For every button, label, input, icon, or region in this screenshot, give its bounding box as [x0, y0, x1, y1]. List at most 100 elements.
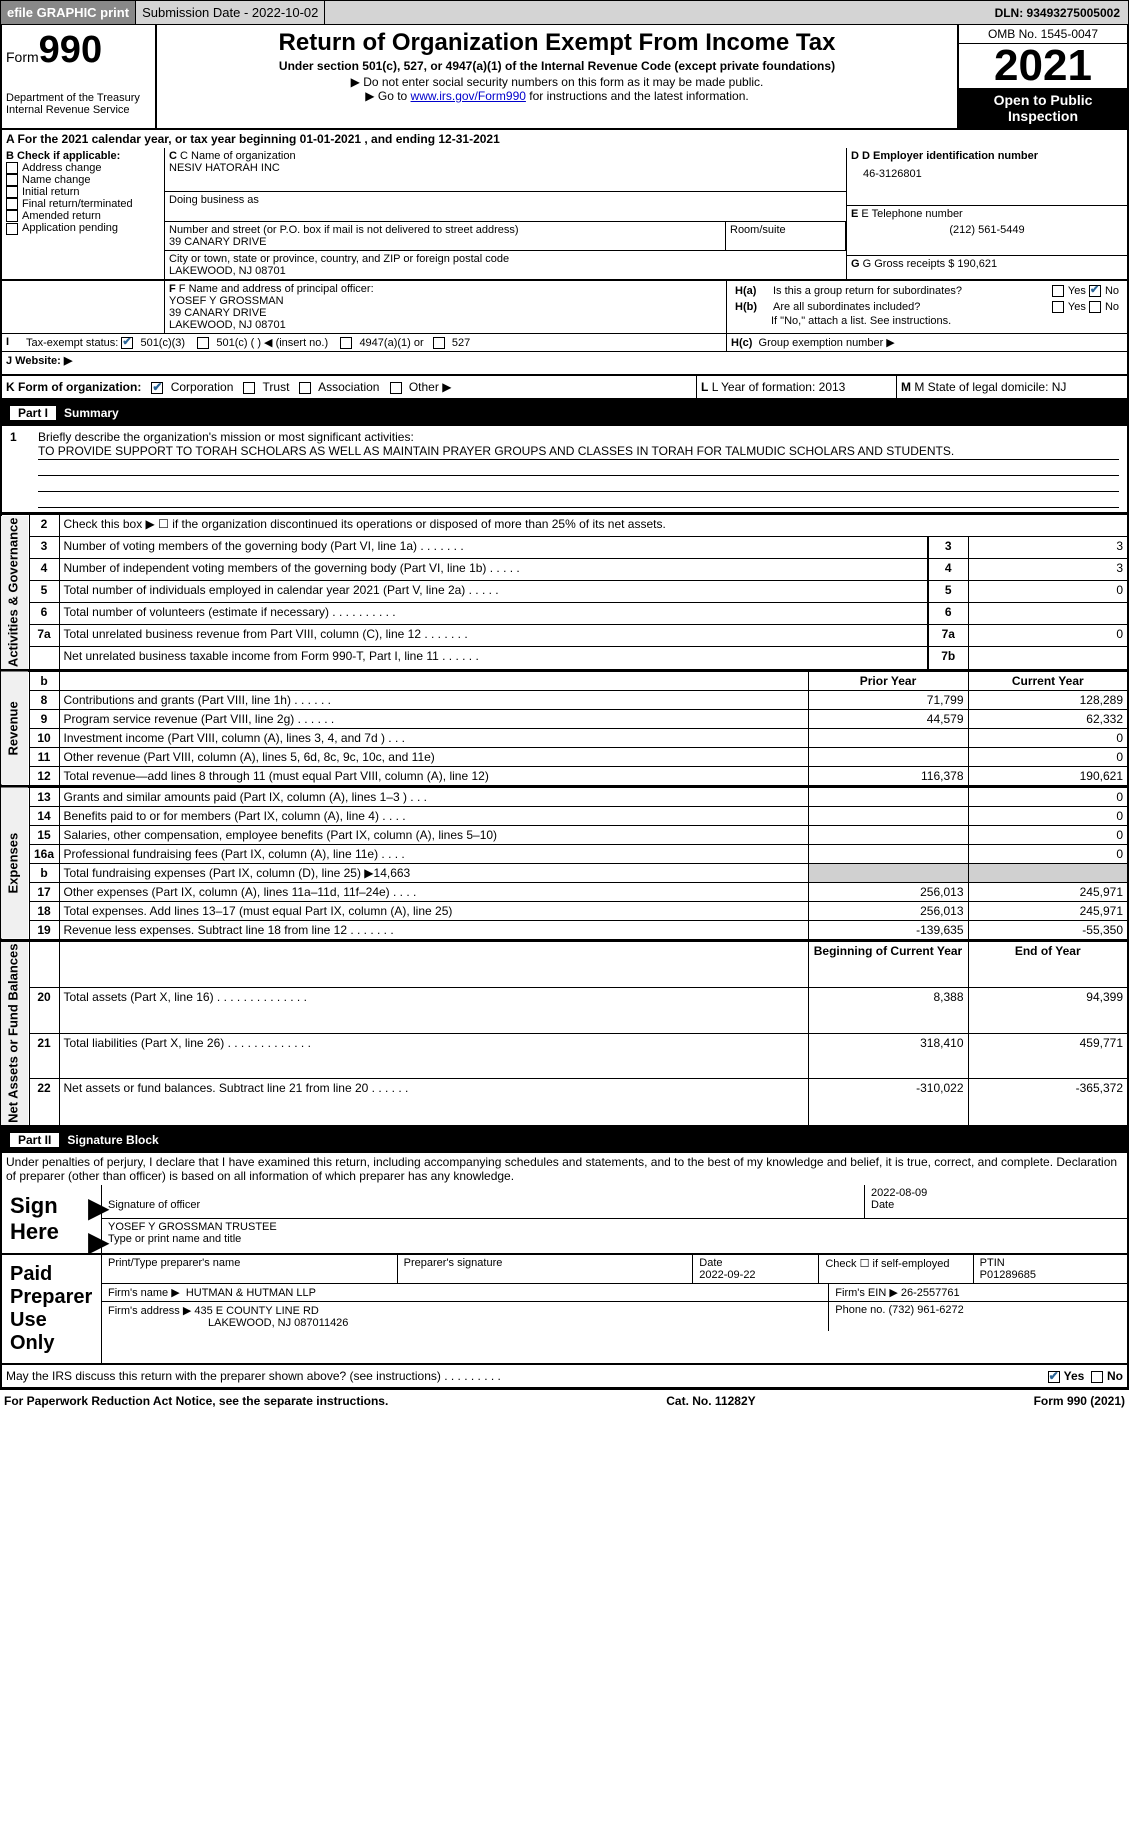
self-employed-check[interactable]: Check ☐ if self-employed	[819, 1255, 973, 1283]
preparer-sig-label: Preparer's signature	[398, 1255, 694, 1283]
ha-yes-checkbox[interactable]	[1052, 285, 1064, 297]
table-row: 20Total assets (Part X, line 16) . . . .…	[1, 987, 1128, 1033]
chk-amended-return[interactable]: Amended return	[6, 210, 160, 222]
section-m-label: M State of legal domicile:	[914, 380, 1048, 394]
sign-date-value: 2022-08-09	[871, 1187, 927, 1199]
footer-right: Form 990 (2021)	[1034, 1394, 1125, 1408]
hb-note: If "No," attach a list. See instructions…	[731, 315, 1123, 327]
irs-link[interactable]: www.irs.gov/Form990	[411, 89, 526, 103]
footer-mid: Cat. No. 11282Y	[666, 1394, 755, 1408]
officer-name-title: YOSEF Y GROSSMAN TRUSTEE	[108, 1221, 277, 1233]
sidebar-expenses: Expenses	[1, 787, 29, 940]
part1-title: Summary	[64, 406, 119, 420]
officer-name: YOSEF Y GROSSMAN	[169, 295, 722, 307]
chk-address-change[interactable]: Address change	[6, 162, 160, 174]
prep-date-label: Date	[699, 1257, 722, 1269]
part2-num: Part II	[10, 1133, 59, 1147]
city-label: City or town, state or province, country…	[169, 253, 842, 265]
firm-addr1: 435 E COUNTY LINE RD	[194, 1305, 319, 1317]
table-row: 21Total liabilities (Part X, line 26) . …	[1, 1033, 1128, 1079]
revenue-table: Revenue b Prior Year Current Year 8Contr…	[0, 671, 1129, 787]
name-title-label: Type or print name and title	[108, 1233, 241, 1245]
hc-label: Group exemption number ▶	[759, 337, 895, 349]
table-row: 16aProfessional fundraising fees (Part I…	[1, 844, 1128, 863]
org-name: NESIV HATORAH INC	[169, 162, 842, 174]
chk-corporation[interactable]	[151, 382, 163, 394]
prior-year-header: Prior Year	[808, 671, 968, 690]
row-klm: K Form of organization: Corporation Trus…	[0, 376, 1129, 400]
firm-name: HUTMAN & HUTMAN LLP	[186, 1287, 316, 1299]
street-label: Number and street (or P.O. box if mail i…	[169, 224, 721, 236]
form-header: Form990 Department of the Treasury Inter…	[0, 25, 1129, 130]
form-note-2: ▶ Go to www.irs.gov/Form990 for instruct…	[161, 89, 953, 103]
table-row: 14Benefits paid to or for members (Part …	[1, 806, 1128, 825]
table-row: 10Investment income (Part VIII, column (…	[1, 728, 1128, 747]
part1-mission-block: 1 Briefly describe the organization's mi…	[0, 426, 1129, 514]
form-title: Return of Organization Exempt From Incom…	[161, 29, 953, 57]
section-d-label: D D Employer identification number	[851, 150, 1123, 162]
may-irs-yes-checkbox[interactable]	[1048, 1371, 1060, 1383]
section-f-label: F F Name and address of principal office…	[169, 283, 722, 295]
table-row: 18Total expenses. Add lines 13–17 (must …	[1, 901, 1128, 920]
prep-date-value: 2022-09-22	[699, 1269, 755, 1281]
efile-print-button[interactable]: efile GRAPHIC print	[1, 1, 136, 24]
chk-501c3[interactable]	[121, 337, 133, 349]
section-l-label: L Year of formation:	[712, 380, 816, 394]
table-row: 22Net assets or fund balances. Subtract …	[1, 1079, 1128, 1126]
part1-num: Part I	[10, 406, 56, 420]
form-note-1: ▶ Do not enter social security numbers o…	[161, 75, 953, 89]
chk-other[interactable]	[390, 382, 402, 394]
chk-trust[interactable]	[243, 382, 255, 394]
chk-527[interactable]	[433, 337, 445, 349]
chk-501c[interactable]	[197, 337, 209, 349]
summary-table-top: Activities & Governance 2 Check this box…	[0, 514, 1129, 671]
block-bcdefg: B Check if applicable: Address change Na…	[0, 148, 1129, 281]
line2-text: Check this box ▶ ☐ if the organization d…	[59, 515, 1128, 537]
row-j: J Website: ▶	[0, 352, 1129, 376]
ein-value: 46-3126801	[851, 162, 1123, 180]
hb-no-checkbox[interactable]	[1089, 301, 1101, 313]
part2-title: Signature Block	[67, 1133, 158, 1147]
chk-initial-return[interactable]: Initial return	[6, 186, 160, 198]
part2-header: Part II Signature Block	[0, 1127, 1129, 1153]
table-row: 3Number of voting members of the governi…	[1, 537, 1128, 559]
preparer-phone: (732) 961-6272	[889, 1304, 964, 1316]
firm-name-label: Firm's name ▶	[108, 1287, 180, 1299]
firm-ein-label: Firm's EIN ▶	[835, 1287, 898, 1299]
section-b-label: B Check if applicable:	[6, 150, 160, 162]
paid-preparer-section: Paid Preparer Use Only Print/Type prepar…	[0, 1255, 1129, 1365]
table-row: 19Revenue less expenses. Subtract line 1…	[1, 920, 1128, 940]
section-i-label: Tax-exempt status:	[26, 337, 118, 349]
page-footer: For Paperwork Reduction Act Notice, see …	[0, 1389, 1129, 1412]
expense-table: Expenses 13Grants and similar amounts pa…	[0, 787, 1129, 941]
city-value: LAKEWOOD, NJ 08701	[169, 265, 842, 277]
submission-date: Submission Date - 2022-10-02	[136, 1, 325, 24]
chk-association[interactable]	[299, 382, 311, 394]
section-g-label: G Gross receipts $	[863, 258, 955, 270]
phone-value: (212) 561-5449	[851, 220, 1123, 236]
chk-final-return[interactable]: Final return/terminated	[6, 198, 160, 210]
net-assets-table: Net Assets or Fund Balances Beginning of…	[0, 941, 1129, 1127]
row-fh: F F Name and address of principal office…	[0, 281, 1129, 334]
current-year-header: Current Year	[968, 671, 1128, 690]
section-j-label: J Website: ▶	[2, 352, 1127, 374]
table-row: 7aTotal unrelated business revenue from …	[1, 625, 1128, 647]
chk-application-pending[interactable]: Application pending	[6, 222, 160, 234]
room-label: Room/suite	[730, 224, 841, 236]
tax-year: 2021	[959, 44, 1127, 88]
may-irs-no-checkbox[interactable]	[1091, 1371, 1103, 1383]
row-i-hc: I Tax-exempt status: 501(c)(3) 501(c) ( …	[0, 334, 1129, 352]
table-row: bTotal fundraising expenses (Part IX, co…	[1, 863, 1128, 882]
hb-yes-checkbox[interactable]	[1052, 301, 1064, 313]
table-row: 4Number of independent voting members of…	[1, 559, 1128, 581]
table-row: 12Total revenue—add lines 8 through 11 (…	[1, 766, 1128, 786]
dept-treasury: Department of the Treasury	[6, 92, 151, 104]
line1-label: Briefly describe the organization's miss…	[38, 430, 1119, 444]
form-subtitle: Under section 501(c), 527, or 4947(a)(1)…	[161, 59, 953, 73]
chk-name-change[interactable]: Name change	[6, 174, 160, 186]
chk-4947[interactable]	[340, 337, 352, 349]
form-number: 990	[39, 29, 102, 71]
ha-no-checkbox[interactable]	[1089, 285, 1101, 297]
preparer-name-label: Print/Type preparer's name	[102, 1255, 398, 1283]
form-label: Form	[6, 49, 39, 65]
